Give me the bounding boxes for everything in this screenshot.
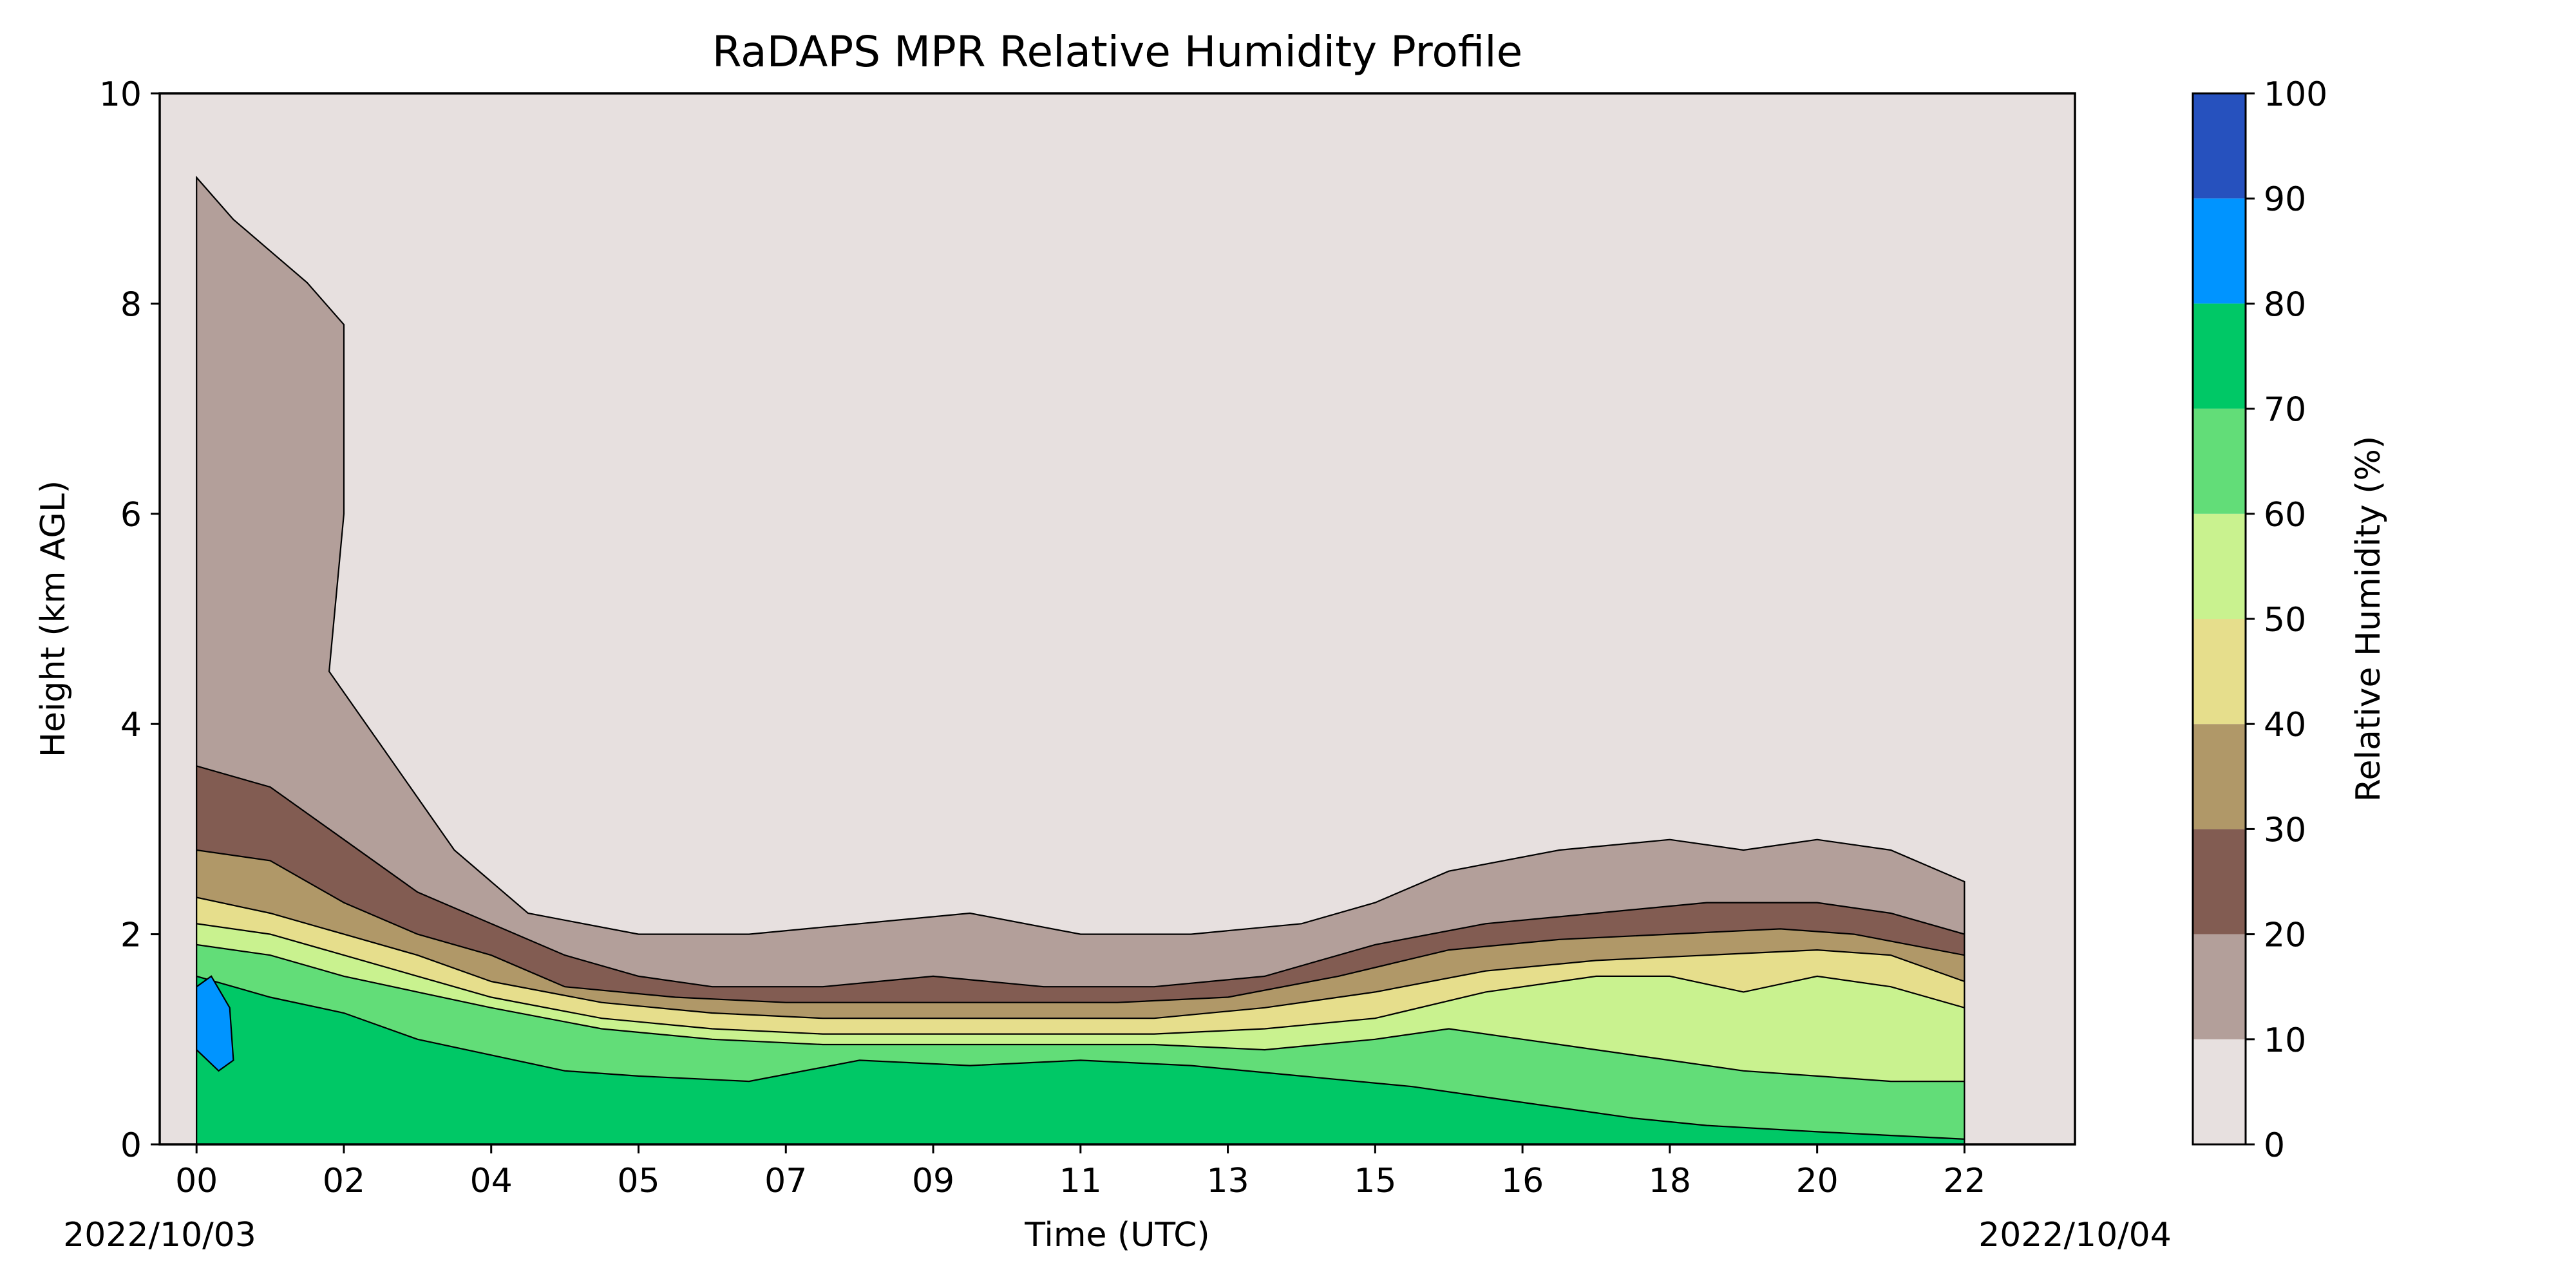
colorbar-tick-label: 80 — [2264, 285, 2306, 324]
colorbar-segment — [2193, 829, 2246, 934]
colorbar-tick-label: 30 — [2264, 811, 2306, 849]
y-tick-label: 6 — [120, 496, 142, 535]
colorbar-segment — [2193, 198, 2246, 304]
colorbar-label: Relative Humidity (%) — [2349, 436, 2388, 802]
colorbar-segment — [2193, 724, 2246, 829]
x-tick-label: 18 — [1649, 1162, 1691, 1200]
x-tick-label: 20 — [1796, 1162, 1839, 1200]
x-axis-label: Time (UTC) — [1024, 1216, 1209, 1255]
colorbar-tick-label: 10 — [2264, 1021, 2306, 1060]
x-tick-label: 16 — [1501, 1162, 1544, 1200]
y-tick-label: 0 — [120, 1126, 142, 1165]
plot-area — [160, 93, 2075, 1144]
x-axis: 00 02 04 05 07 09 11 13 15 16 18 20 22 — [175, 1144, 1986, 1200]
start-date-label: 2022/10/03 — [63, 1216, 256, 1255]
plot-frame — [158, 92, 2076, 1146]
x-tick-label: 22 — [1943, 1162, 1985, 1200]
x-tick-label: 02 — [323, 1162, 365, 1200]
colorbar-segment — [2193, 619, 2246, 724]
y-tick-label: 4 — [120, 706, 142, 744]
x-tick-label: 05 — [617, 1162, 659, 1200]
colorbar-tick-label: 20 — [2264, 916, 2306, 955]
colorbar-segment — [2193, 934, 2246, 1039]
colorbar-segment — [2193, 303, 2246, 409]
colorbar-segment — [2193, 513, 2246, 619]
colorbar-tick-label: 100 — [2264, 75, 2327, 114]
colorbar-segment — [2193, 408, 2246, 514]
colorbar-tick-label: 90 — [2264, 180, 2306, 219]
colorbar-tick-label: 60 — [2264, 496, 2306, 535]
x-tick-label: 04 — [470, 1162, 513, 1200]
x-tick-label: 13 — [1206, 1162, 1249, 1200]
colorbar-segment — [2193, 1039, 2246, 1144]
colorbar-tick-label: 0 — [2264, 1126, 2285, 1165]
contour-band-70 — [196, 975, 1965, 1144]
colorbar-tick-label: 40 — [2264, 706, 2306, 744]
x-tick-label: 07 — [764, 1162, 807, 1200]
contour-band-80 — [196, 975, 234, 1072]
y-axis: 0 2 4 6 8 10 — [99, 75, 160, 1165]
x-tick-label: 09 — [912, 1162, 954, 1200]
end-date-label: 2022/10/04 — [1978, 1216, 2172, 1255]
colorbar: 0 10 20 30 40 50 60 70 80 90 100 — [2192, 75, 2327, 1165]
chart-title: RaDAPS MPR Relative Humidity Profile — [712, 27, 1523, 77]
x-tick-label: 00 — [175, 1162, 218, 1200]
x-tick-label: 15 — [1354, 1162, 1396, 1200]
y-tick-label: 10 — [99, 75, 142, 114]
colorbar-segment — [2193, 93, 2246, 199]
x-tick-label: 11 — [1059, 1162, 1102, 1200]
y-axis-label: Height (km AGL) — [34, 480, 73, 757]
contour-band-10 — [196, 175, 1965, 1144]
y-tick-label: 8 — [120, 285, 142, 324]
y-tick-label: 2 — [120, 916, 142, 955]
colorbar-tick-label: 70 — [2264, 391, 2306, 430]
colorbar-tick-label: 50 — [2264, 601, 2306, 639]
